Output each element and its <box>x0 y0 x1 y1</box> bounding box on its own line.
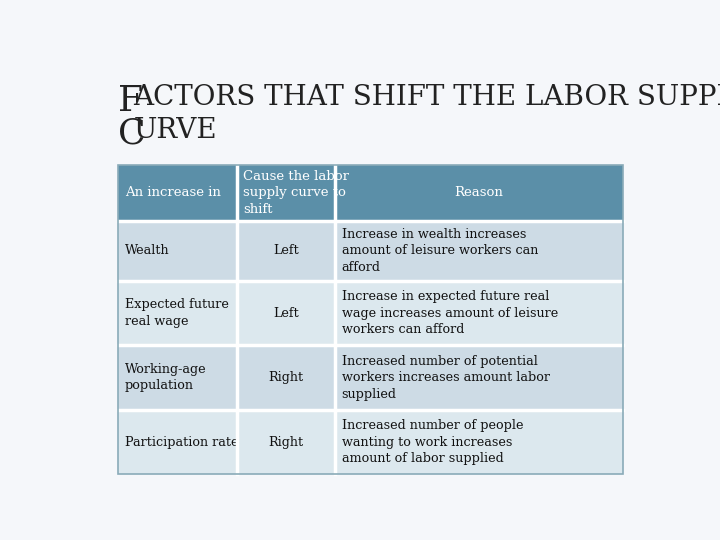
Text: Right: Right <box>269 371 303 384</box>
Text: URVE: URVE <box>133 117 217 144</box>
Text: Participation rate: Participation rate <box>125 436 238 449</box>
Text: Cause the labor
supply curve to
shift: Cause the labor supply curve to shift <box>243 170 349 215</box>
Text: Increased number of potential
workers increases amount labor
supplied: Increased number of potential workers in… <box>342 355 550 401</box>
Text: Increased number of people
wanting to work increases
amount of labor supplied: Increased number of people wanting to wo… <box>342 419 523 465</box>
Text: Reason: Reason <box>454 186 503 199</box>
Text: F: F <box>118 84 143 118</box>
Text: Increase in expected future real
wage increases amount of leisure
workers can af: Increase in expected future real wage in… <box>342 290 558 336</box>
Text: Wealth: Wealth <box>125 245 169 258</box>
Text: ACTORS THAT SHIFT THE LABOR SUPPLY: ACTORS THAT SHIFT THE LABOR SUPPLY <box>133 84 720 111</box>
Text: An increase in: An increase in <box>125 186 220 199</box>
Text: Left: Left <box>273 307 299 320</box>
Text: Right: Right <box>269 436 303 449</box>
Text: Increase in wealth increases
amount of leisure workers can
afford: Increase in wealth increases amount of l… <box>342 228 538 274</box>
Text: C: C <box>118 117 145 151</box>
Text: Left: Left <box>273 245 299 258</box>
Text: Working-age
population: Working-age population <box>125 363 206 393</box>
Text: Expected future
real wage: Expected future real wage <box>125 299 228 328</box>
